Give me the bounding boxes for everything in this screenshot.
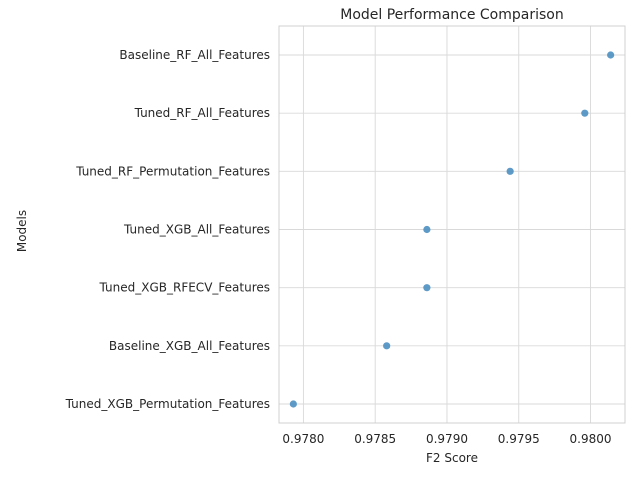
y-axis-label: Models (15, 210, 29, 252)
y-tick-label: Tuned_RF_Permutation_Features (75, 164, 270, 178)
y-tick-label: Tuned_XGB_RFECV_Features (99, 281, 270, 295)
x-tick-label: 0.9800 (570, 432, 612, 446)
x-tick-label: 0.9785 (354, 432, 396, 446)
y-tick-label: Tuned_XGB_All_Features (123, 223, 270, 237)
y-tick-labels: Baseline_RF_All_Features Tuned_RF_All_Fea… (65, 48, 270, 411)
chart-title: Model Performance Comparison (340, 7, 563, 23)
data-point (423, 225, 431, 234)
y-tick-label: Tuned_RF_All_Features (134, 106, 270, 120)
data-point (581, 109, 589, 117)
data-point (607, 51, 615, 59)
data-point (289, 400, 297, 408)
data-point (383, 342, 391, 350)
x-tick-label: 0.9780 (282, 432, 324, 446)
y-tick-label: Tuned_XGB_Permutation_Features (65, 397, 270, 411)
plot-frame (278, 25, 626, 424)
y-tick-label: Baseline_XGB_All_Features (109, 339, 270, 353)
gridlines (279, 26, 625, 423)
x-tick-labels: 0.9780 0.9785 0.9790 0.9795 0.9800 (282, 432, 611, 446)
x-tick-label: 0.9790 (426, 432, 468, 446)
x-axis-label: F2 Score (426, 451, 478, 465)
data-points (289, 51, 615, 408)
x-tick-label: 0.9795 (498, 432, 540, 446)
data-point (423, 284, 431, 292)
y-tick-label: Baseline_RF_All_Features (119, 48, 270, 62)
data-point (506, 167, 514, 175)
